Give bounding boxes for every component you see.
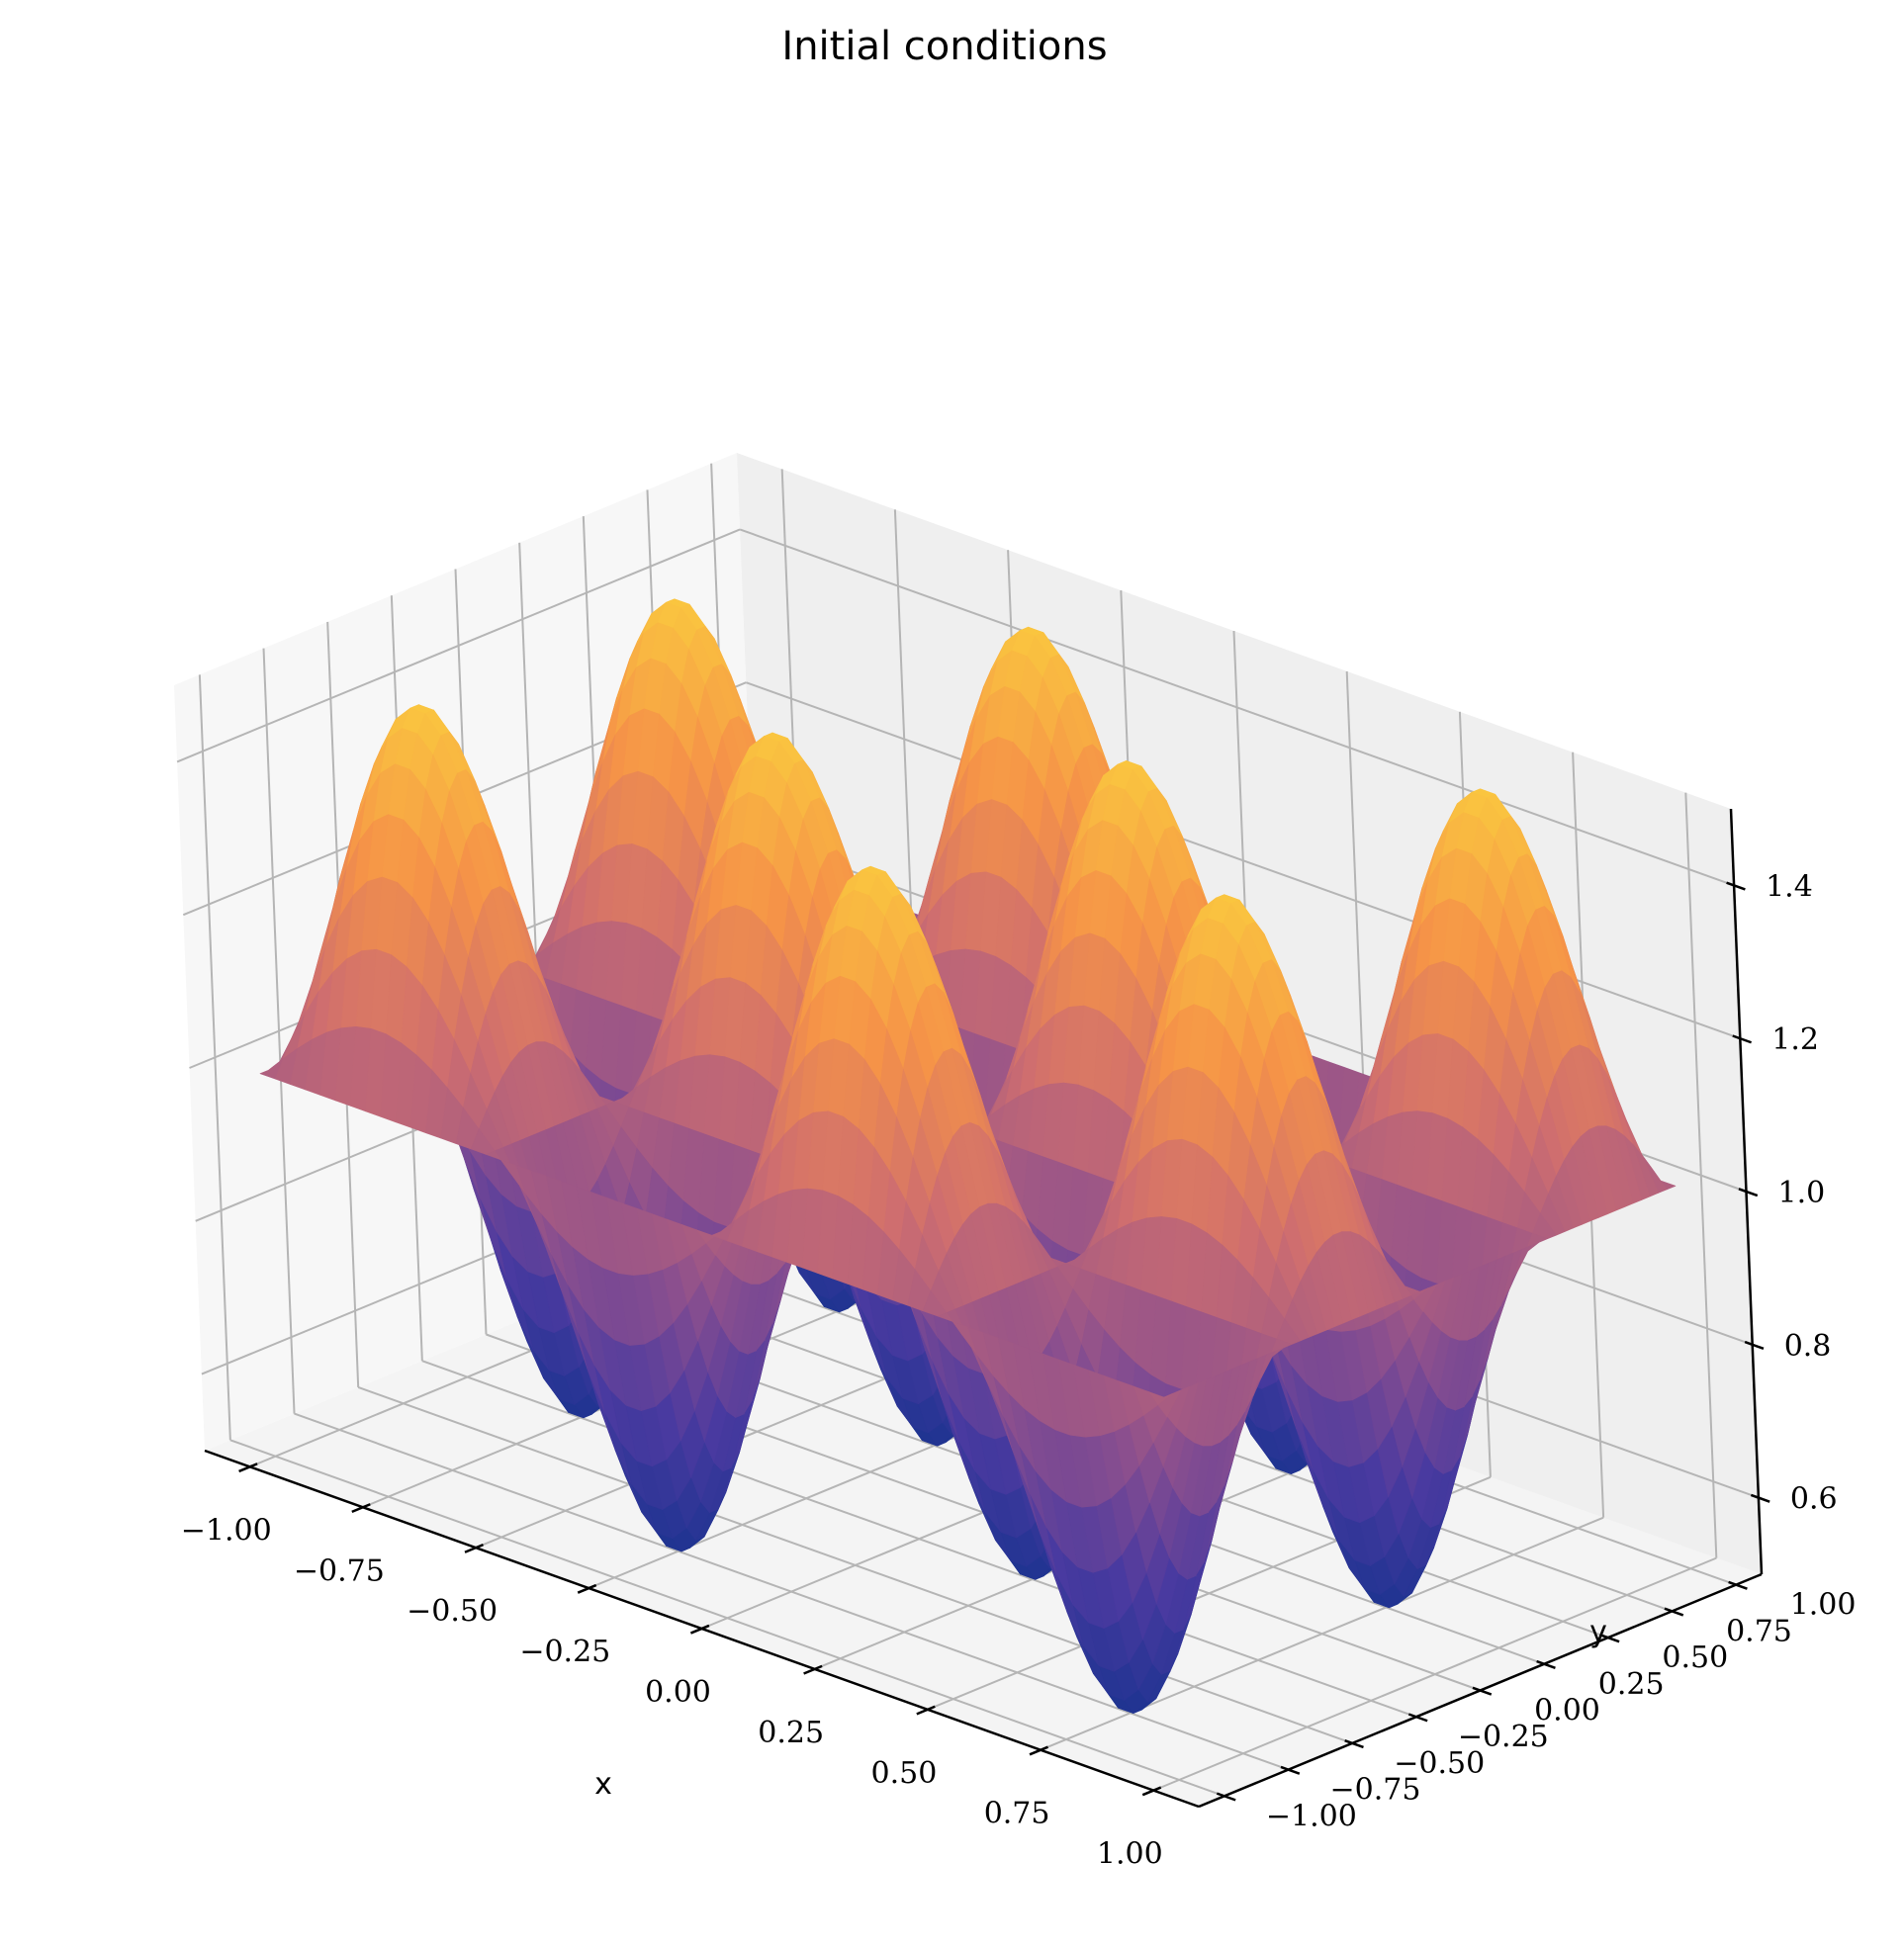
- y-tick-label: 1.00: [1790, 1588, 1857, 1623]
- z-tick-label: 1.0: [1778, 1176, 1826, 1210]
- x-tick-label: 0.00: [645, 1675, 711, 1710]
- floor-gridline-y: [229, 1439, 1225, 1798]
- y-tick-label: −0.50: [1394, 1746, 1485, 1781]
- z-tick: [1726, 881, 1746, 891]
- back-gridline-z: [739, 528, 1735, 887]
- surface-plot: [259, 598, 1677, 1714]
- x-tick: [689, 1624, 710, 1635]
- x-tick: [577, 1583, 597, 1594]
- x-tick: [803, 1664, 823, 1675]
- x-tick: [238, 1462, 258, 1473]
- x-tick-label: 0.75: [984, 1797, 1050, 1831]
- y-tick: [1536, 1659, 1556, 1670]
- x-tick-label: −1.00: [181, 1513, 272, 1548]
- y-tick: [1599, 1634, 1620, 1643]
- x-axis-label: x: [594, 1767, 612, 1802]
- z-tick-label: 1.4: [1766, 869, 1813, 904]
- x-tick-label: −0.75: [294, 1553, 385, 1588]
- z-tick: [1750, 1493, 1770, 1503]
- y-tick-label: 0.50: [1662, 1640, 1728, 1675]
- x-tick: [1029, 1745, 1048, 1756]
- z-tick-label: 1.2: [1771, 1022, 1819, 1057]
- x-tick-label: 0.25: [758, 1716, 824, 1750]
- y-tick-label: −0.75: [1330, 1773, 1421, 1808]
- y-tick-label: 0.75: [1726, 1614, 1792, 1648]
- y-tick: [1664, 1607, 1684, 1617]
- floor-gridline-y: [357, 1385, 1353, 1744]
- tick-labels: −1.00−0.75−0.50−0.250.000.250.500.751.00…: [181, 869, 1857, 1871]
- x-tick: [351, 1503, 371, 1514]
- z-tick-label: 0.6: [1790, 1482, 1838, 1517]
- z-tick: [1732, 1034, 1753, 1044]
- y-tick: [1728, 1580, 1748, 1590]
- y-tick-label: −0.25: [1458, 1720, 1549, 1754]
- y-tick: [1344, 1739, 1364, 1749]
- x-tick: [464, 1543, 484, 1553]
- x-tick-label: −0.50: [407, 1594, 498, 1629]
- left-gridline-z: [176, 528, 741, 763]
- tick-marks: [238, 881, 1770, 1802]
- chart-title: Initial conditions: [781, 24, 1107, 69]
- y-axis-label: y: [1589, 1615, 1607, 1649]
- x-tick-label: 1.00: [1097, 1837, 1163, 1872]
- x-tick: [1141, 1786, 1162, 1797]
- surface-facet: [1148, 1391, 1173, 1405]
- floor-gridline-y: [421, 1360, 1417, 1719]
- x-tick-label: −0.25: [519, 1635, 610, 1669]
- y-tick: [1472, 1686, 1493, 1696]
- y-tick: [1280, 1765, 1301, 1775]
- y-tick: [1216, 1792, 1236, 1802]
- z-tick: [1744, 1340, 1765, 1351]
- y-tick-label: 0.00: [1534, 1694, 1600, 1728]
- floor-gridline-y: [294, 1412, 1289, 1771]
- z-tick-label: 0.8: [1784, 1329, 1832, 1364]
- x-tick: [916, 1705, 936, 1716]
- y-tick-label: 0.25: [1598, 1667, 1665, 1702]
- z-tick: [1738, 1188, 1759, 1197]
- x-tick-label: 0.50: [871, 1756, 938, 1791]
- y-tick: [1407, 1713, 1428, 1723]
- y-tick-label: −1.00: [1266, 1799, 1357, 1833]
